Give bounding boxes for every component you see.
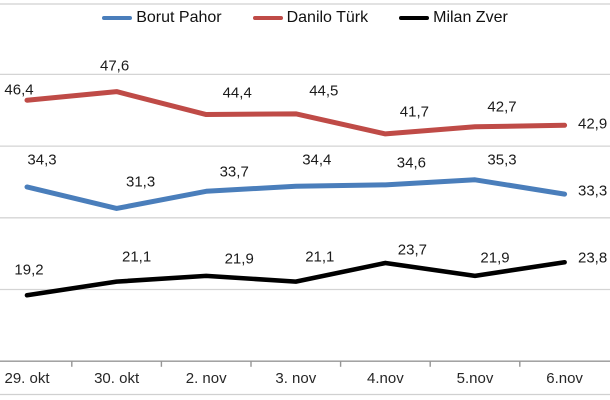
data-label: 19,2 <box>14 261 44 279</box>
data-label: 35,3 <box>487 151 517 169</box>
series-line-danilo-t-rk <box>24 89 568 137</box>
data-label: 46,4 <box>4 81 34 99</box>
x-axis-label: 5.nov <box>456 370 494 387</box>
legend-label: Danilo Türk <box>286 9 369 26</box>
data-label: 33,7 <box>219 163 249 181</box>
data-label: 34,6 <box>396 154 426 172</box>
data-label: 23,8 <box>578 249 608 267</box>
x-axis-label: 29. okt <box>4 370 50 387</box>
series-line-borut-pahor <box>24 177 568 211</box>
data-label: 31,3 <box>125 173 156 191</box>
x-axis-label: 4.nov <box>367 370 404 387</box>
chart-legend: Borut Pahor Danilo Türk Milan Zver <box>0 9 610 27</box>
x-axis-label: 30. okt <box>94 370 140 387</box>
legend-item-danilo-turk: Danilo Türk <box>252 9 369 27</box>
x-axis-label: 2. nov <box>185 370 227 387</box>
legend-swatch-black-icon <box>399 15 430 21</box>
data-label: 42,7 <box>487 98 517 116</box>
data-label: 21,9 <box>224 250 254 268</box>
data-label: 23,7 <box>397 241 427 259</box>
legend-item-milan-zver: Milan Zver <box>399 9 508 27</box>
legend-label: Borut Pahor <box>136 9 222 26</box>
legend-item-borut-pahor: Borut Pahor <box>102 9 222 27</box>
legend-swatch-red-icon <box>252 15 283 21</box>
series-line-milan-zver <box>24 259 567 298</box>
data-label: 41,7 <box>399 103 429 121</box>
data-label: 21,1 <box>121 248 152 266</box>
data-label: 44,5 <box>309 82 339 100</box>
x-axis-label: 6.nov <box>546 370 583 387</box>
data-label: 44,4 <box>222 84 252 102</box>
legend-swatch-blue-icon <box>102 15 133 21</box>
data-label: 42,9 <box>578 115 608 133</box>
x-axis-label: 3. nov <box>275 370 317 387</box>
data-label: 21,9 <box>480 249 510 267</box>
data-label: 47,6 <box>99 57 130 75</box>
legend-label: Milan Zver <box>433 9 508 26</box>
data-label: 34,3 <box>27 151 57 169</box>
data-label: 21,1 <box>305 248 335 266</box>
data-label: 34,4 <box>302 151 332 169</box>
data-label: 33,3 <box>578 182 608 200</box>
